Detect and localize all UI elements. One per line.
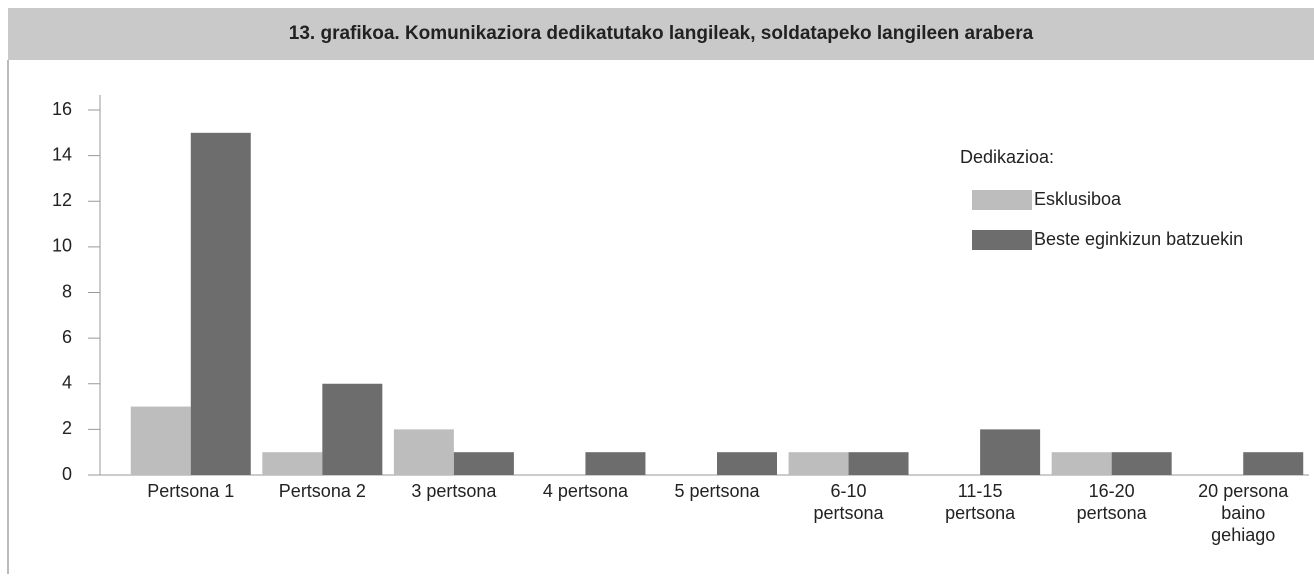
title-band: [8, 8, 1314, 60]
bar: [262, 452, 323, 475]
x-tick-label: 6-10 pertsona: [814, 481, 885, 523]
y-tick-label: 16: [52, 99, 72, 119]
y-tick-label: 6: [62, 327, 72, 347]
bar: [848, 452, 909, 475]
legend-swatch: [972, 230, 1032, 250]
y-tick-label: 14: [52, 144, 72, 164]
x-tick-label: 16-20 pertsona: [1077, 481, 1148, 523]
x-tick-label: 20 persona baino gehiago: [1198, 481, 1289, 545]
legend-swatch: [972, 190, 1032, 210]
bar: [1051, 452, 1112, 475]
bar: [717, 452, 777, 475]
bar: [1243, 452, 1304, 475]
x-tick-label: 11-15 pertsona: [945, 481, 1016, 523]
y-tick-label: 2: [62, 418, 72, 438]
bar: [322, 383, 383, 475]
y-tick-label: 0: [62, 464, 72, 484]
x-tick-label: 4 pertsona: [543, 481, 629, 501]
bar: [453, 452, 514, 475]
bar: [1111, 452, 1172, 475]
bar: [980, 429, 1041, 475]
legend-title: Dedikazioa:: [960, 147, 1054, 167]
x-tick-label: Pertsona 1: [147, 481, 234, 501]
x-tick-label: Pertsona 2: [279, 481, 366, 501]
y-tick-label: 12: [52, 190, 72, 210]
bar: [585, 452, 646, 475]
bar: [190, 132, 251, 475]
legend-label: Esklusiboa: [1034, 189, 1122, 209]
bar: [393, 429, 454, 475]
bar: [130, 406, 191, 475]
y-tick-label: 4: [62, 373, 72, 393]
x-tick-label: 3 pertsona: [411, 481, 497, 501]
y-tick-label: 8: [62, 281, 72, 301]
x-tick-label: 5 pertsona: [674, 481, 760, 501]
legend-label: Beste eginkizun batzuekin: [1034, 229, 1243, 249]
bar: [788, 452, 849, 475]
chart-title: 13. grafikoa. Komunikaziora dedikatutako…: [289, 23, 1034, 44]
y-tick-label: 10: [52, 236, 72, 256]
